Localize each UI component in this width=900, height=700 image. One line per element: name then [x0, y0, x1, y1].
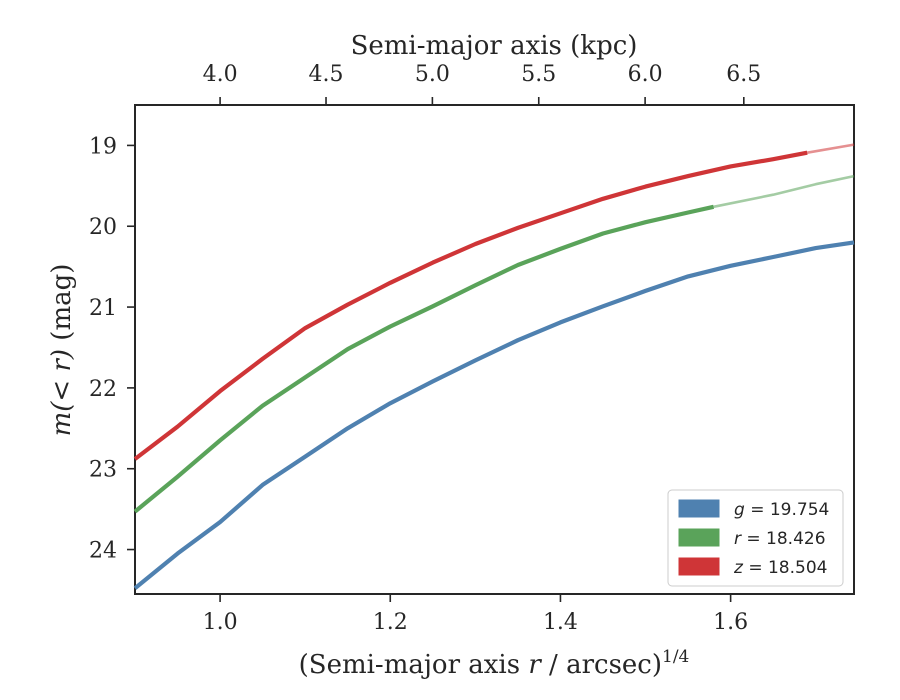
top-x-axis: 4.0 4.5 5.0 5.5 6.0 6.5: [203, 62, 761, 105]
y-tick-label: 24: [89, 539, 117, 564]
x-axis-title-variable: r: [528, 650, 542, 680]
bottom-x-axis-title-text: (Semi-major axis r / arcsec): [299, 650, 662, 680]
x-tick-label: 1.0: [203, 610, 238, 635]
top-x-tick-label: 5.0: [415, 62, 450, 87]
bottom-x-axis-title-exponent: 1/4: [662, 647, 689, 667]
plot-frame: [134, 104, 855, 595]
top-x-tick-label: 4.5: [309, 62, 344, 87]
y-axis: 19 20 21 22 23 24: [89, 134, 135, 564]
series-r-extrapolated-line: [713, 174, 855, 209]
series-layer: [133, 143, 855, 590]
x-tick-label: 1.2: [373, 610, 408, 635]
legend-label-r: r = 18.426: [734, 529, 826, 549]
y-tick-label: 23: [89, 458, 117, 483]
x-tick-label: 1.6: [713, 610, 748, 635]
bottom-x-axis-title: (Semi-major axis r / arcsec)1/4: [299, 647, 690, 680]
top-x-axis-title: Semi-major axis (kpc): [351, 31, 638, 61]
legend-swatch-g: [678, 499, 720, 518]
y-axis-title: m(< r) (mag): [47, 264, 77, 437]
legend-variable: g: [734, 500, 745, 520]
bottom-x-axis: 1.0 1.2 1.4 1.6: [203, 594, 748, 635]
series-z-extrapolated-line: [806, 143, 855, 154]
y-tick-label: 20: [89, 215, 117, 240]
legend: g = 19.754 r = 18.426 z = 18.504: [667, 489, 844, 587]
legend-label-z: z = 18.504: [733, 558, 827, 578]
legend-swatch-r: [678, 528, 720, 547]
y-tick-label: 22: [89, 377, 117, 402]
top-x-tick-label: 6.5: [726, 62, 761, 87]
series-z-line: [133, 150, 808, 461]
legend-swatch-z: [678, 557, 720, 576]
y-tick-label: 21: [89, 296, 117, 321]
top-x-tick-label: 6.0: [628, 62, 663, 87]
legend-variable: z: [733, 558, 744, 578]
series-g-line: [133, 240, 855, 590]
y-axis-title-variable: m(< r): [47, 349, 77, 436]
legend-label-g: g = 19.754: [734, 500, 829, 520]
series-r-line: [133, 204, 715, 514]
y-tick-label: 19: [89, 134, 117, 159]
top-x-tick-label: 4.0: [203, 62, 238, 87]
top-x-tick-label: 5.5: [521, 62, 556, 87]
x-tick-label: 1.4: [543, 610, 578, 635]
legend-variable: r: [734, 529, 742, 549]
